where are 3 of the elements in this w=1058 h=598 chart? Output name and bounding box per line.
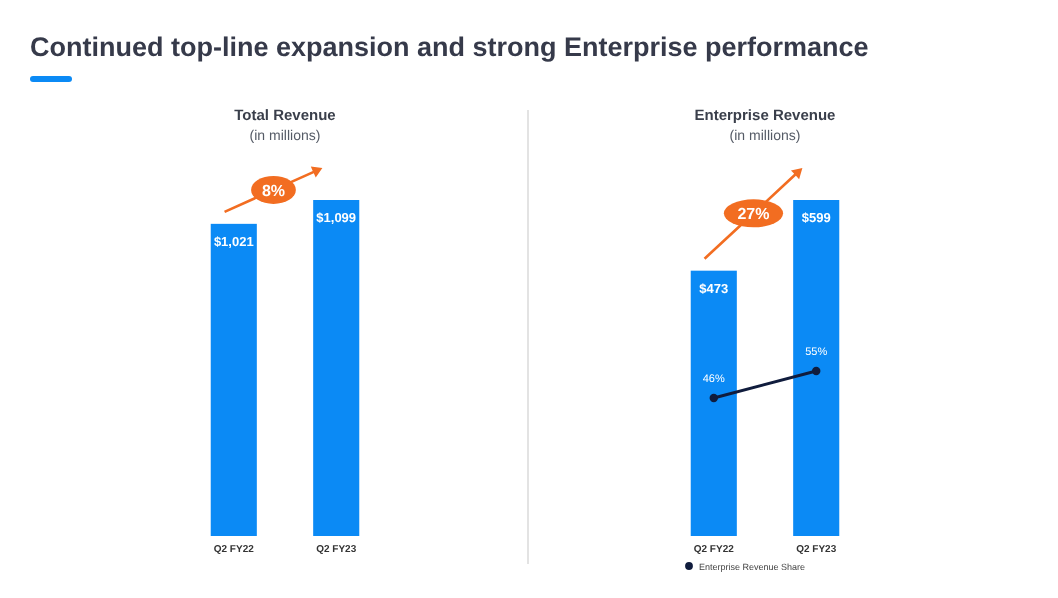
annotation: 27% (737, 205, 770, 224)
text: Continued top-line expansion and strong Enterprise performance (30, 32, 870, 62)
text: 8% (261, 181, 286, 200)
